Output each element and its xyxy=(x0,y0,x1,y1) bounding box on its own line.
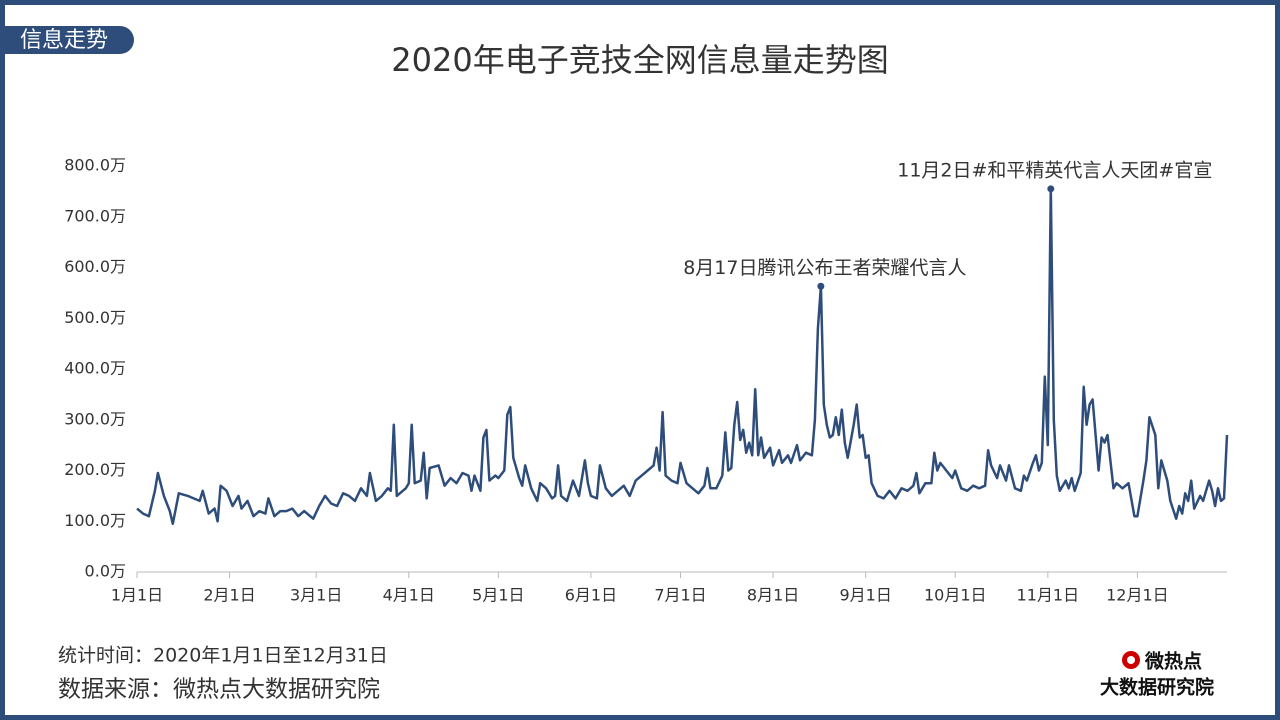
tag: 信息走势 xyxy=(20,28,108,53)
y-tick-label: 400.0万 xyxy=(64,359,126,378)
y-tick-label: 300.0万 xyxy=(64,409,126,428)
source: 数据来源：微热点大数据研究院 xyxy=(58,677,380,703)
y-tick-label: 600.0万 xyxy=(64,257,126,276)
tag-bg xyxy=(5,26,134,54)
chart-title: 2020年电子竞技全网信息量走势图 xyxy=(391,41,888,79)
y-tick-label: 700.0万 xyxy=(64,206,126,225)
x-tick-label: 7月1日 xyxy=(654,586,706,605)
logo-icon-inner xyxy=(1127,656,1135,664)
logo-bottom: 大数据研究院 xyxy=(1100,676,1214,699)
annotation-point xyxy=(817,282,825,290)
x-tick-label: 4月1日 xyxy=(383,586,435,605)
x-tick-label: 2月1日 xyxy=(203,586,255,605)
line-series xyxy=(136,187,1229,526)
x-tick-label: 12月1日 xyxy=(1106,586,1169,605)
y-tick-label: 200.0万 xyxy=(64,460,126,479)
annotation-point xyxy=(1047,185,1055,193)
x-tick-label: 11月1日 xyxy=(1017,586,1080,605)
x-tick-label: 8月1日 xyxy=(747,586,799,605)
y-tick-label: 100.0万 xyxy=(64,511,126,530)
logo-top: 微热点 xyxy=(1144,650,1202,673)
x-tick-label: 10月1日 xyxy=(924,586,987,605)
y-tick-label: 500.0万 xyxy=(64,308,126,327)
x-tick-label: 3月1日 xyxy=(290,586,342,605)
annotation: 8月17日腾讯公布王者荣耀代言人 xyxy=(683,257,966,279)
y-tick-label: 800.0万 xyxy=(64,156,126,175)
y-tick-label: 0.0万 xyxy=(85,562,126,581)
x-tick-label: 9月1日 xyxy=(839,586,891,605)
x-tick-label: 5月1日 xyxy=(472,586,524,605)
annotation: 11月2日#和平精英代言人天团#官宣 xyxy=(897,159,1212,181)
period: 统计时间：2020年1月1日至12月31日 xyxy=(58,645,388,667)
x-tick-label: 6月1日 xyxy=(565,586,617,605)
x-tick-label: 1月1日 xyxy=(111,586,163,605)
